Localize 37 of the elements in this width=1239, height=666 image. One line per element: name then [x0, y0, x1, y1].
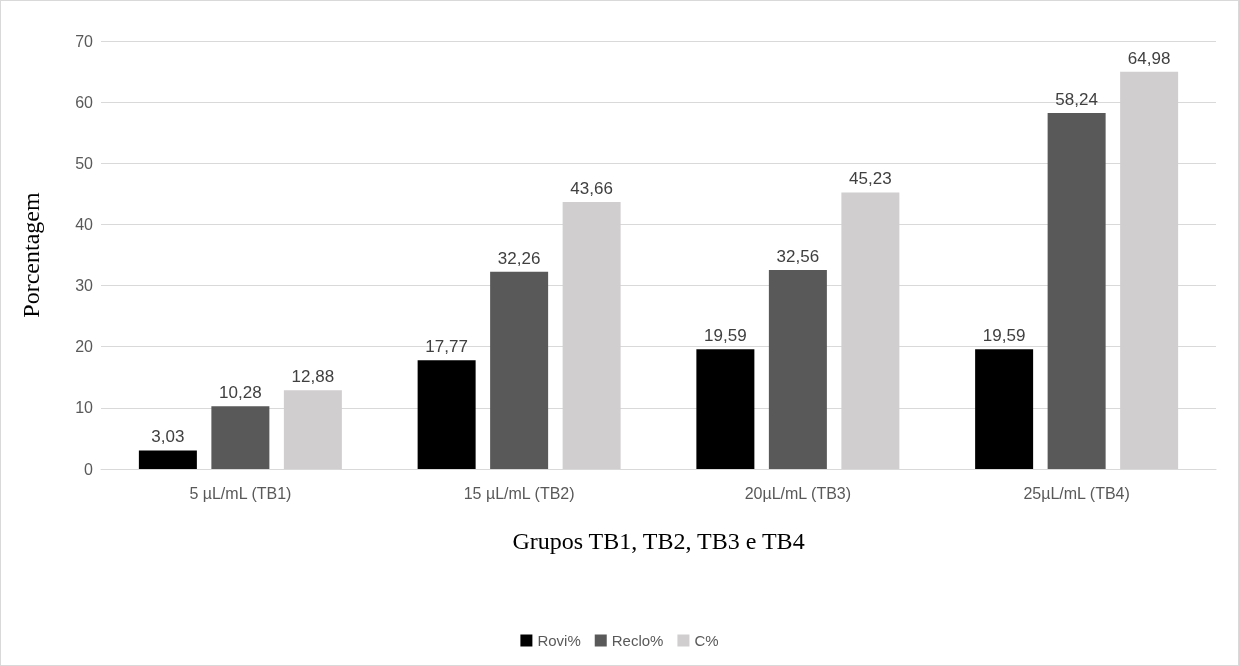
data-label: 19,59: [982, 326, 1026, 346]
data-label: 45,23: [849, 169, 892, 189]
data-label: 32,56: [776, 246, 820, 266]
x-tick-label: 25µL/mL (TB4): [1023, 484, 1130, 502]
y-tick-label: 70: [75, 32, 94, 50]
legend-label: Rovi%: [537, 632, 581, 649]
data-label: 10,28: [219, 383, 262, 403]
y-tick-label: 20: [75, 338, 94, 356]
x-tick-label: 20µL/mL (TB3): [744, 484, 852, 502]
data-label: 43,66: [570, 179, 613, 199]
y-axis-title: Porcentagem: [18, 192, 44, 318]
y-tick-label: 50: [75, 154, 94, 172]
bar: [975, 349, 1034, 469]
y-tick-label: 10: [75, 399, 94, 417]
data-label: 64,98: [1127, 48, 1171, 68]
legend-label: C%: [694, 632, 719, 649]
x-tick-label: 5 µL/mL (TB1): [189, 484, 292, 502]
data-label: 12,88: [291, 367, 335, 387]
bar: [490, 271, 549, 469]
y-tick-label: 30: [75, 277, 94, 295]
data-label: 58,24: [1055, 89, 1098, 109]
bar: [417, 360, 476, 469]
x-tick-label: 15 µL/mL (TB2): [463, 484, 575, 502]
bar: [768, 269, 827, 469]
y-tick-label: 60: [75, 93, 94, 111]
bar: [1047, 112, 1106, 469]
bar: [211, 406, 270, 469]
bar: [138, 450, 197, 469]
y-tick-label: 0: [84, 460, 94, 478]
x-axis-title: Grupos TB1, TB2, TB3 e TB4: [512, 528, 805, 554]
data-label: 19,59: [704, 326, 747, 346]
bar: [696, 349, 755, 469]
data-label: 17,77: [425, 337, 468, 357]
data-label: 32,26: [497, 248, 541, 268]
y-tick-label: 40: [75, 215, 94, 233]
data-label: 3,03: [151, 427, 185, 447]
legend-label: Reclo%: [611, 632, 664, 649]
